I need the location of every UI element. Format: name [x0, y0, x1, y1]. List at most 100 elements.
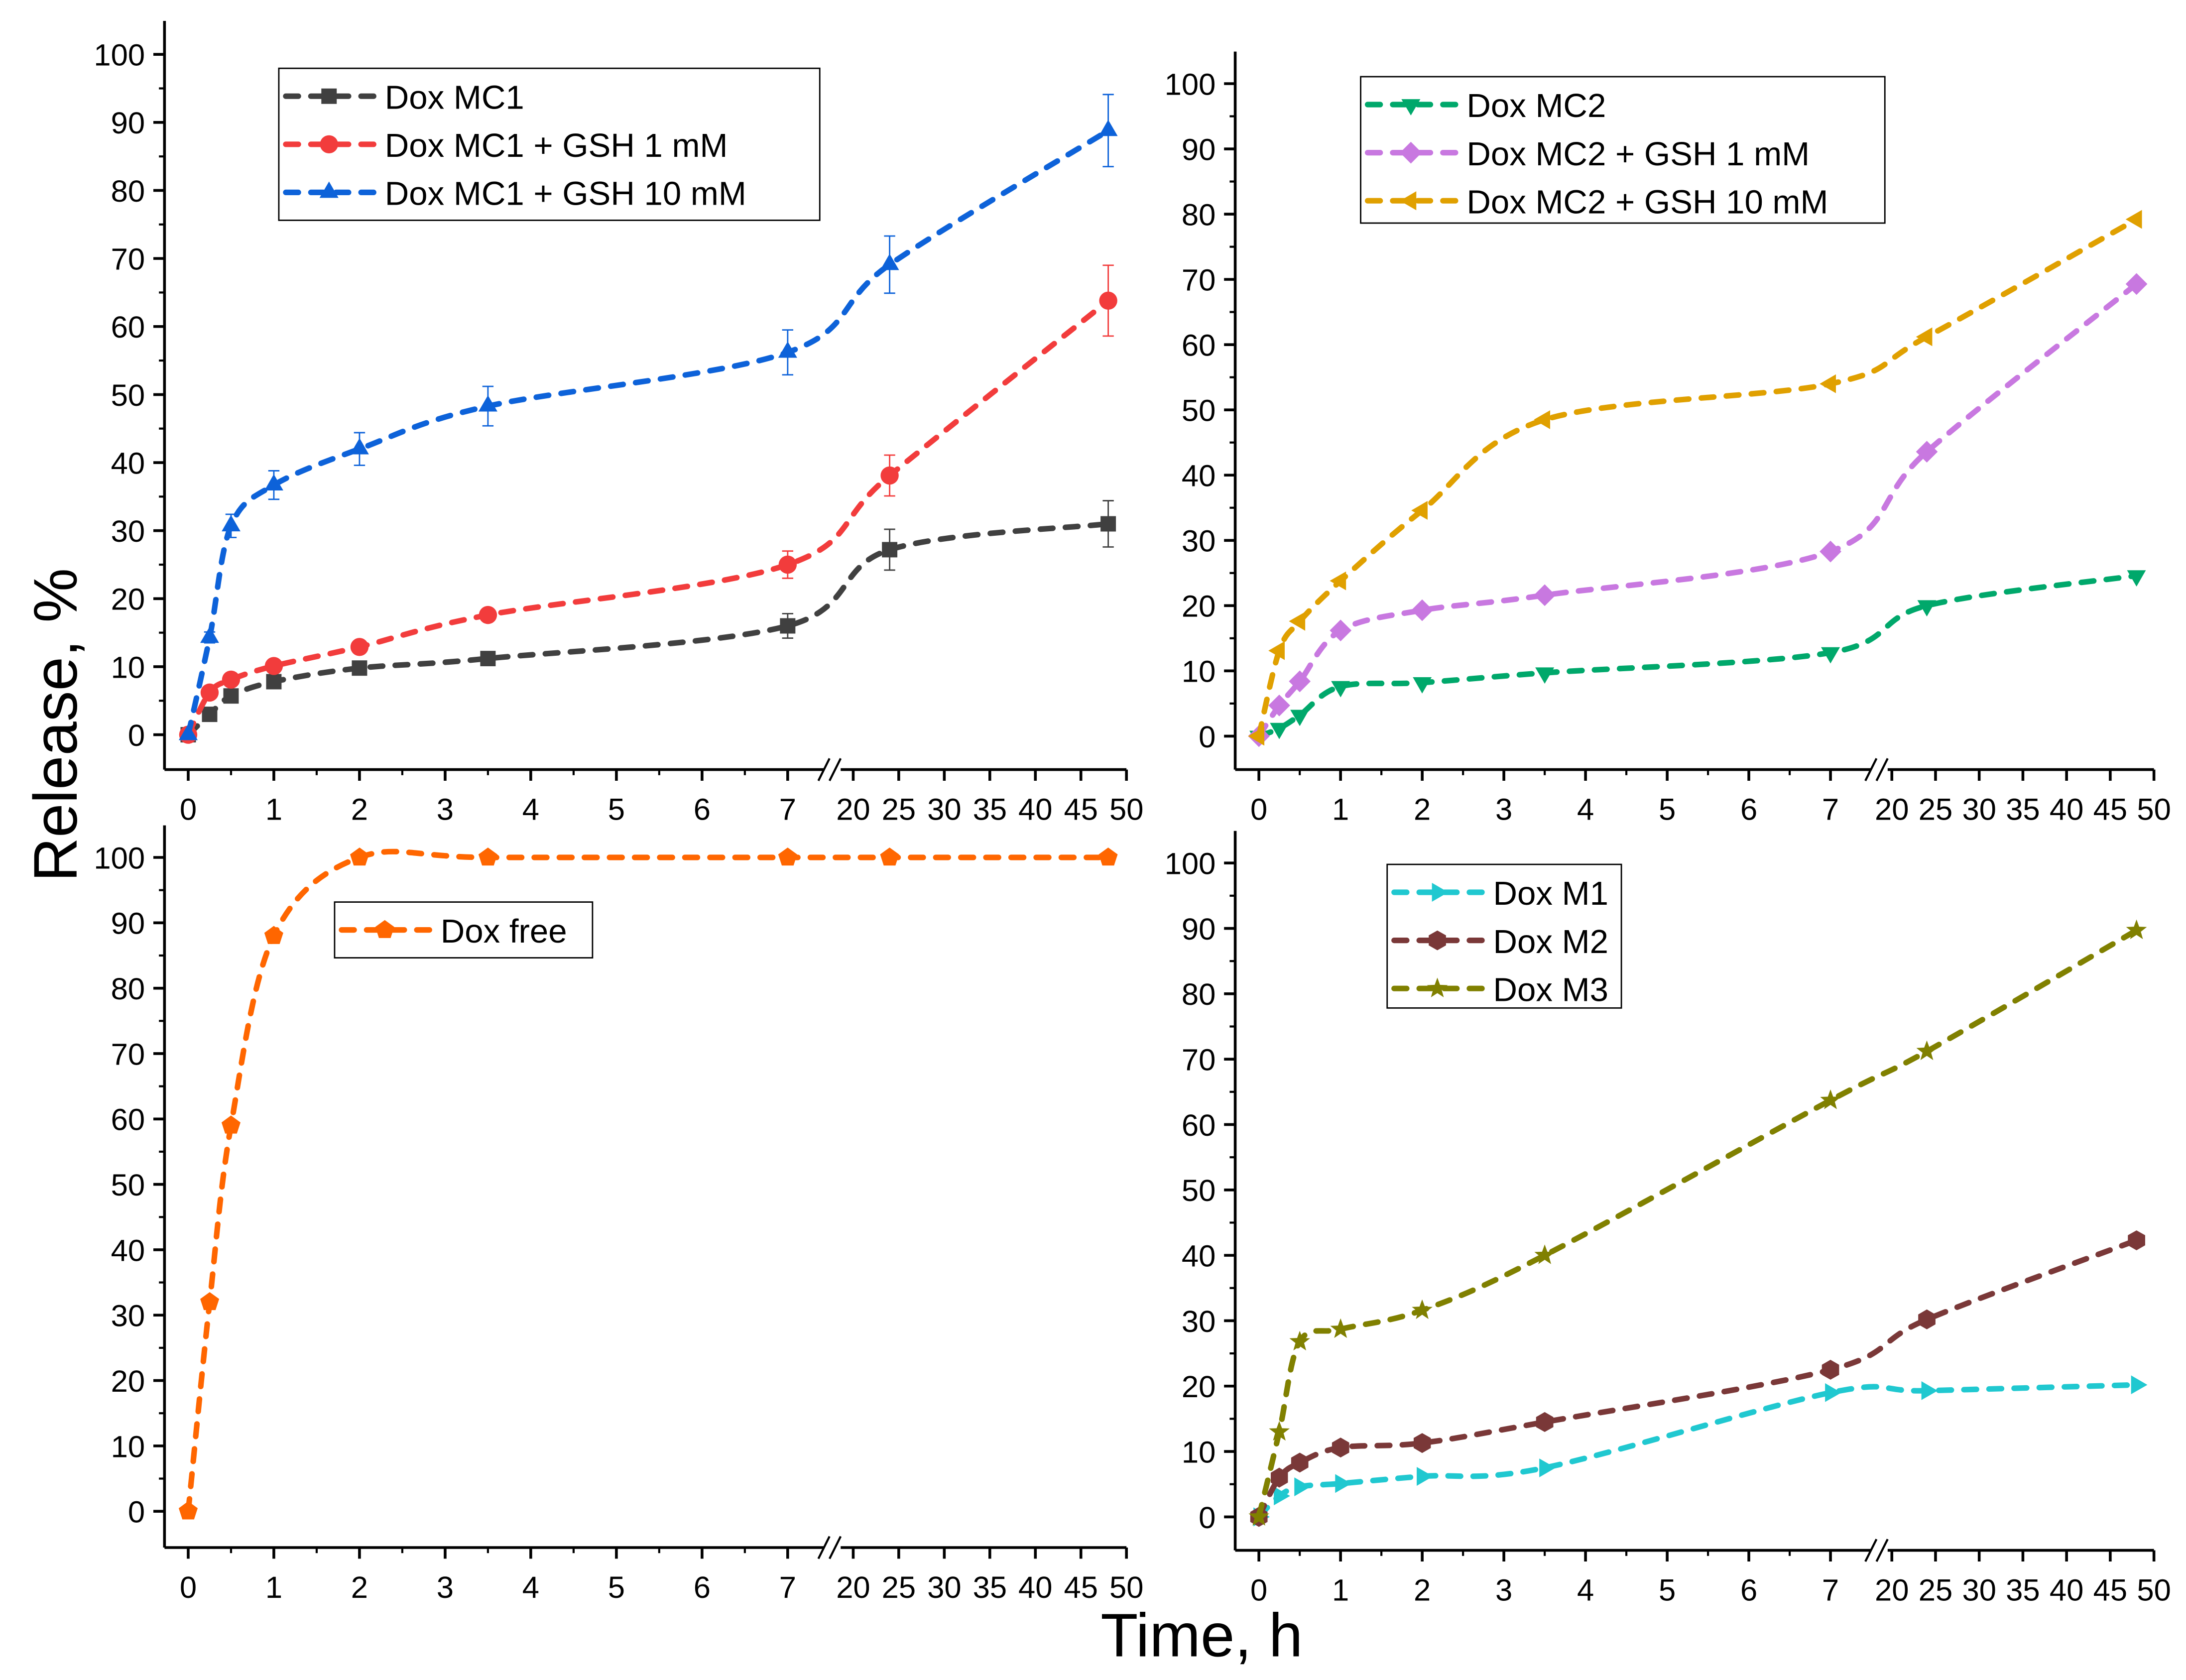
y-tick-label: 40	[1182, 1239, 1215, 1274]
marker-triangle-right	[2131, 1375, 2148, 1394]
marker-square	[266, 674, 282, 690]
x-tick-label: 30	[1962, 1573, 1996, 1607]
legend-label: Dox MC2 + GSH 1 mM	[1466, 135, 1810, 173]
y-tick-label: 30	[111, 1299, 145, 1333]
x-tick-label: 1	[265, 792, 282, 827]
marker-star	[1269, 1421, 1290, 1441]
marker-square	[223, 688, 239, 704]
x-tick-label: 4	[1577, 792, 1594, 827]
y-tick-label: 70	[1182, 263, 1215, 298]
marker-circle	[778, 555, 797, 574]
marker-hexagon	[1413, 1433, 1431, 1453]
x-tick-label: 45	[2093, 792, 2127, 827]
x-tick-label: 35	[973, 792, 1007, 827]
legend-label: Dox MC1	[385, 79, 524, 116]
marker-star	[1820, 1089, 1841, 1109]
marker-triangle-down	[1535, 667, 1555, 684]
marker-triangle-left	[1411, 501, 1428, 520]
legend: Dox free	[334, 901, 594, 959]
y-tick-label: 0	[128, 1495, 145, 1530]
x-tick-label: 1	[1332, 792, 1349, 827]
x-tick-label: 4	[522, 1570, 539, 1605]
x-tick-label: 2	[351, 792, 368, 827]
x-tick-label: 7	[779, 1570, 796, 1605]
marker-square	[480, 651, 496, 667]
y-tick-label: 20	[1182, 590, 1215, 624]
y-tick-label: 30	[1182, 1305, 1215, 1339]
marker-diamond	[1289, 670, 1311, 693]
series-line	[1256, 1382, 2140, 1520]
y-tick-label: 40	[1182, 459, 1215, 493]
legend-item: Dox MC2	[1364, 87, 1606, 124]
x-tick-label: 0	[1250, 1573, 1267, 1607]
series-dox-free	[178, 847, 1118, 1520]
y-tick-label: 0	[128, 719, 145, 753]
y-tick-label: 50	[1182, 394, 1215, 428]
y-tick-label: 20	[111, 1364, 145, 1399]
series-line	[1256, 1237, 2140, 1520]
marker-pentagon	[200, 1292, 220, 1311]
y-tick-label: 20	[111, 583, 145, 617]
x-tick-label: 30	[1962, 792, 1996, 827]
x-tick-label: 3	[437, 1570, 454, 1605]
x-tick-label: 5	[1659, 792, 1676, 827]
marker-hexagon	[1332, 1438, 1349, 1458]
y-tick-label: 40	[111, 1233, 145, 1268]
x-tick-label: 5	[608, 792, 625, 827]
legend-item: Dox free	[339, 913, 567, 950]
x-tick-label: 0	[180, 1570, 197, 1605]
y-tick-label: 30	[1182, 524, 1215, 559]
x-tick-label: 4	[1577, 1573, 1594, 1607]
y-tick-label: 90	[111, 106, 145, 140]
marker-star	[1412, 1299, 1433, 1320]
series-dox-mc2-gsh-1-mm	[1248, 273, 2148, 747]
marker-star	[2126, 919, 2147, 940]
y-tick-label: 60	[111, 1103, 145, 1137]
legend-label: Dox M2	[1493, 923, 1608, 960]
x-tick-label: 4	[522, 792, 539, 827]
marker-square	[202, 707, 218, 722]
axis-break-mark	[817, 758, 842, 781]
x-tick-label: 45	[1064, 792, 1097, 827]
y-tick-label: 50	[111, 378, 145, 413]
x-tick-label: 45	[2093, 1573, 2127, 1607]
x-tick-label: 25	[882, 792, 916, 827]
y-axis-title: Release, %	[21, 568, 90, 882]
x-tick-label: 50	[2137, 792, 2171, 827]
marker-diamond	[1268, 694, 1290, 717]
marker-triangle-right	[1825, 1383, 1841, 1402]
series-dox-mc2	[1249, 570, 2146, 747]
x-tick-label: 2	[351, 1570, 368, 1605]
x-tick-label: 35	[2006, 1573, 2040, 1607]
y-tick-label: 50	[1182, 1174, 1215, 1208]
marker-square	[352, 660, 367, 676]
y-tick-label: 60	[1182, 329, 1215, 363]
series-line	[1256, 573, 2140, 739]
y-tick-label: 80	[1182, 198, 1215, 232]
marker-diamond	[1820, 540, 1841, 563]
marker-triangle-down	[1917, 600, 1937, 617]
y-tick-label: 0	[1199, 1501, 1215, 1535]
series-dox-mc1-gsh-10-mm	[178, 94, 1118, 740]
marker-star	[1534, 1244, 1555, 1264]
x-tick-label: 30	[927, 792, 961, 827]
marker-diamond	[2125, 273, 2148, 295]
y-tick-label: 100	[1165, 67, 1216, 102]
marker-hexagon	[1291, 1452, 1309, 1473]
marker-triangle-left	[1268, 641, 1285, 660]
series-dox-m2	[1250, 1230, 2145, 1527]
x-tick-label: 45	[1064, 1570, 1097, 1605]
marker-circle	[350, 638, 369, 656]
marker-star	[1427, 977, 1448, 997]
legend: Dox MC1 Dox MC1 + GSH 1 mM Dox MC1 + GSH 1…	[278, 67, 821, 221]
y-tick-label: 100	[94, 38, 145, 73]
x-tick-label: 50	[2137, 1573, 2171, 1607]
legend-label: Dox MC2 + GSH 10 mM	[1466, 183, 1828, 221]
y-tick-label: 100	[1165, 847, 1216, 881]
x-tick-label: 35	[973, 1570, 1007, 1605]
series-line	[185, 848, 1111, 1514]
y-tick-label: 80	[111, 174, 145, 209]
y-tick-label: 100	[94, 841, 145, 875]
